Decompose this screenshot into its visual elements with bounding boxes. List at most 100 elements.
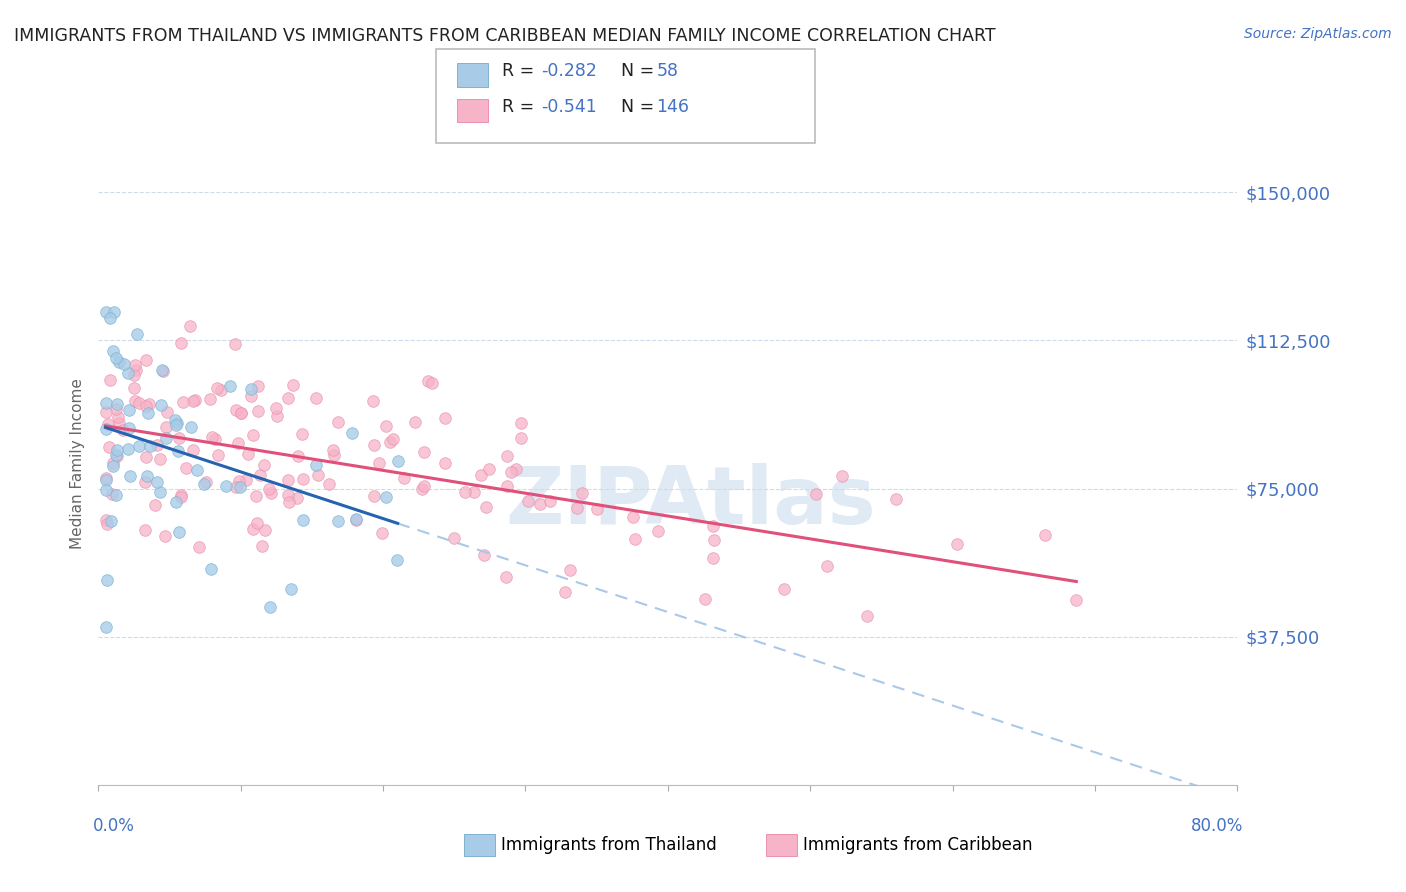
Point xyxy=(165,418,187,433)
Point xyxy=(371,526,394,541)
Point xyxy=(554,585,576,599)
Point xyxy=(100,514,122,528)
Point xyxy=(170,336,193,351)
Point xyxy=(200,562,222,576)
Point xyxy=(96,573,118,587)
Text: R =: R = xyxy=(502,62,540,80)
Point xyxy=(363,489,385,503)
Point xyxy=(122,368,145,383)
Point xyxy=(94,395,117,409)
Point xyxy=(277,391,299,405)
Point xyxy=(647,524,669,538)
Point xyxy=(277,495,299,509)
Point xyxy=(804,487,827,501)
Point xyxy=(252,539,274,553)
Point xyxy=(134,524,156,538)
Point xyxy=(104,351,127,365)
Point xyxy=(884,491,907,506)
Text: N =: N = xyxy=(621,62,661,80)
Point xyxy=(120,468,142,483)
Point xyxy=(249,467,271,482)
Point xyxy=(1066,592,1088,607)
Text: N =: N = xyxy=(621,98,661,116)
Point xyxy=(565,501,588,516)
Point xyxy=(322,442,344,457)
Point xyxy=(224,337,246,351)
Point xyxy=(138,397,160,411)
Text: -0.541: -0.541 xyxy=(541,98,598,116)
Point xyxy=(101,487,124,501)
Point xyxy=(378,435,401,450)
Point xyxy=(127,327,149,342)
Point xyxy=(205,381,228,395)
Point xyxy=(702,551,724,566)
Point xyxy=(242,428,264,442)
Point xyxy=(253,458,276,472)
Point xyxy=(94,471,117,485)
Point xyxy=(204,433,226,447)
Point xyxy=(571,486,593,500)
Point xyxy=(174,461,197,475)
Point xyxy=(257,482,280,496)
Point xyxy=(117,366,139,380)
Point xyxy=(245,489,267,503)
Point xyxy=(411,483,433,497)
Point xyxy=(291,472,314,486)
Point xyxy=(155,431,177,445)
Text: IMMIGRANTS FROM THAILAND VS IMMIGRANTS FROM CARIBBEAN MEDIAN FAMILY INCOME CORRE: IMMIGRANTS FROM THAILAND VS IMMIGRANTS F… xyxy=(14,27,995,45)
Point xyxy=(287,449,309,463)
Point xyxy=(98,440,121,454)
Point xyxy=(170,488,193,502)
Point xyxy=(181,394,204,409)
Point xyxy=(198,392,221,406)
Point xyxy=(139,439,162,453)
Point xyxy=(236,447,259,461)
Point xyxy=(94,405,117,419)
Point xyxy=(94,620,117,634)
Point xyxy=(285,491,308,506)
Point xyxy=(326,514,349,528)
Point xyxy=(228,474,250,488)
Point xyxy=(105,442,128,457)
Point xyxy=(96,421,118,435)
Point xyxy=(146,475,169,489)
Point xyxy=(946,537,969,551)
Point xyxy=(235,473,257,487)
Point xyxy=(112,357,135,371)
Point xyxy=(585,501,607,516)
Point xyxy=(155,420,177,434)
Point xyxy=(136,406,159,420)
Point xyxy=(505,462,527,476)
Point xyxy=(420,376,443,390)
Point xyxy=(443,531,465,545)
Point xyxy=(207,449,229,463)
Point xyxy=(167,444,190,458)
Point xyxy=(229,406,252,420)
Point xyxy=(291,427,314,442)
Text: R =: R = xyxy=(502,98,540,116)
Point xyxy=(560,563,582,577)
Point xyxy=(381,432,404,446)
Point xyxy=(392,470,415,484)
Point xyxy=(260,486,283,500)
Point xyxy=(98,310,121,325)
Point xyxy=(135,353,157,368)
Point xyxy=(1033,528,1056,542)
Point xyxy=(266,409,288,424)
Point xyxy=(375,418,398,433)
Point xyxy=(367,456,389,470)
Point xyxy=(623,532,645,546)
Point xyxy=(134,475,156,489)
Point xyxy=(155,529,177,543)
Point xyxy=(101,456,124,470)
Point xyxy=(225,480,247,494)
Point xyxy=(404,415,426,429)
Point xyxy=(107,417,129,431)
Point xyxy=(94,483,117,497)
Point xyxy=(342,425,364,440)
Text: Immigrants from Thailand: Immigrants from Thailand xyxy=(501,836,716,854)
Point xyxy=(280,582,302,597)
Point xyxy=(124,381,146,395)
Point xyxy=(322,448,344,462)
Point xyxy=(107,397,129,411)
